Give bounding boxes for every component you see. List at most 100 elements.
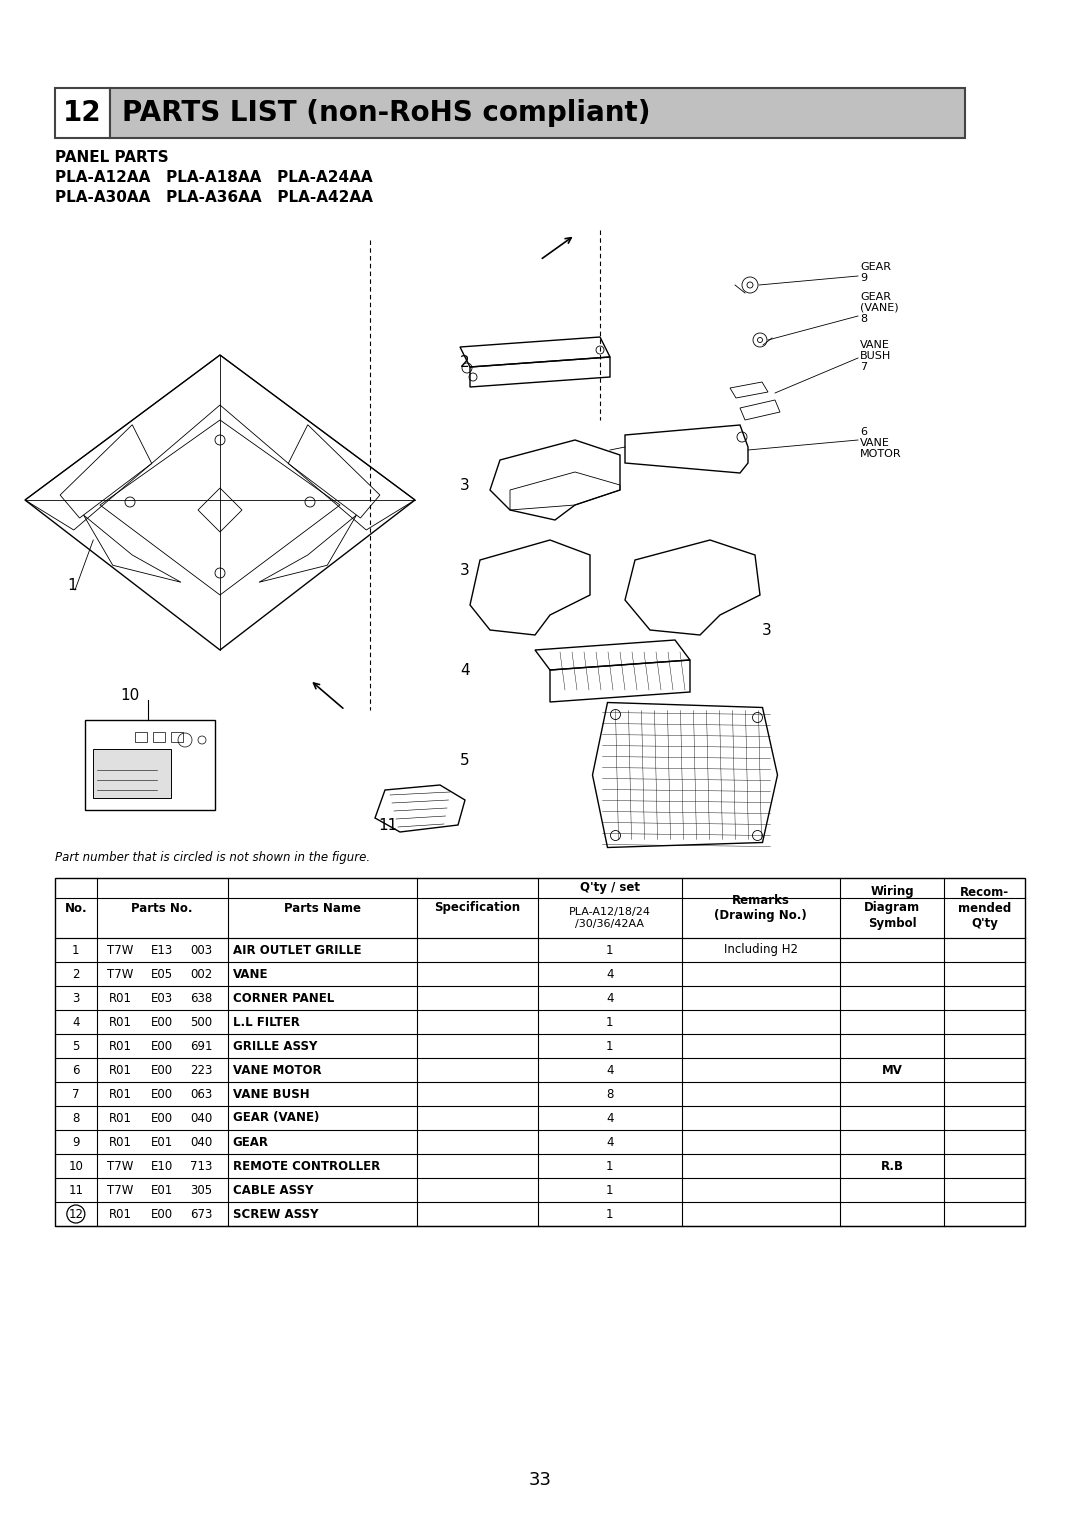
Bar — [85, 720, 215, 810]
Text: 4: 4 — [606, 992, 613, 1004]
Text: REMOTE CONTROLLER: REMOTE CONTROLLER — [232, 1159, 380, 1173]
Text: E00: E00 — [151, 1208, 173, 1220]
Text: Specification: Specification — [434, 902, 521, 914]
Text: 1: 1 — [606, 1208, 613, 1220]
Text: E01: E01 — [151, 1183, 173, 1197]
Text: MV: MV — [881, 1064, 903, 1076]
Text: 3: 3 — [460, 478, 470, 493]
Text: 4: 4 — [72, 1015, 80, 1029]
Bar — [171, 732, 183, 743]
Text: Parts No.: Parts No. — [132, 902, 193, 914]
Text: Parts Name: Parts Name — [284, 902, 361, 914]
Text: PLA-A30AA   PLA-A36AA   PLA-A42AA: PLA-A30AA PLA-A36AA PLA-A42AA — [55, 190, 373, 205]
Text: 002: 002 — [190, 968, 213, 980]
Text: PLA-A12AA   PLA-A18AA   PLA-A24AA: PLA-A12AA PLA-A18AA PLA-A24AA — [55, 170, 373, 185]
Text: R01: R01 — [109, 1087, 132, 1101]
Text: CORNER PANEL: CORNER PANEL — [232, 992, 334, 1004]
Text: 5: 5 — [460, 753, 470, 769]
Text: MOTOR: MOTOR — [860, 449, 902, 459]
Text: PLA-A12/18/24
/30/36/42AA: PLA-A12/18/24 /30/36/42AA — [569, 906, 651, 929]
Text: 9: 9 — [72, 1136, 80, 1148]
Text: E05: E05 — [151, 968, 173, 980]
Text: GRILLE ASSY: GRILLE ASSY — [232, 1040, 318, 1052]
Text: (VANE): (VANE) — [860, 303, 899, 312]
Text: L.L FILTER: L.L FILTER — [232, 1015, 299, 1029]
Text: Recom-
mended
Q'ty: Recom- mended Q'ty — [958, 885, 1011, 931]
Text: 5: 5 — [72, 1040, 80, 1052]
Text: VANE BUSH: VANE BUSH — [232, 1087, 309, 1101]
Text: 9: 9 — [860, 273, 867, 283]
Text: 4: 4 — [606, 1112, 613, 1124]
Text: 33: 33 — [528, 1471, 552, 1490]
Text: Remarks
(Drawing No.): Remarks (Drawing No.) — [714, 894, 807, 923]
Text: CABLE ASSY: CABLE ASSY — [232, 1183, 313, 1197]
Text: R.B: R.B — [880, 1159, 904, 1173]
Text: E01: E01 — [151, 1136, 173, 1148]
Text: 1: 1 — [67, 579, 77, 592]
Text: E00: E00 — [151, 1015, 173, 1029]
Text: AIR OUTLET GRILLE: AIR OUTLET GRILLE — [232, 943, 361, 957]
Text: 6: 6 — [860, 427, 867, 436]
Text: T7W: T7W — [107, 943, 134, 957]
Text: GEAR: GEAR — [860, 262, 891, 273]
Text: 4: 4 — [606, 968, 613, 980]
Text: 11: 11 — [378, 818, 397, 833]
Bar — [153, 732, 165, 743]
Text: 638: 638 — [190, 992, 213, 1004]
Text: 003: 003 — [190, 943, 213, 957]
Text: 4: 4 — [606, 1064, 613, 1076]
Text: 10: 10 — [68, 1159, 83, 1173]
Text: Q'ty / set: Q'ty / set — [580, 882, 639, 894]
Text: E03: E03 — [151, 992, 173, 1004]
Text: No.: No. — [65, 902, 87, 914]
Text: R01: R01 — [109, 1015, 132, 1029]
Text: PANEL PARTS: PANEL PARTS — [55, 150, 168, 165]
Text: GEAR (VANE): GEAR (VANE) — [232, 1112, 319, 1124]
Text: VANE: VANE — [860, 438, 890, 449]
Text: 1: 1 — [606, 1183, 613, 1197]
Text: VANE MOTOR: VANE MOTOR — [232, 1064, 321, 1076]
Text: E00: E00 — [151, 1064, 173, 1076]
Text: T7W: T7W — [107, 1159, 134, 1173]
Text: R01: R01 — [109, 992, 132, 1004]
Text: BUSH: BUSH — [860, 351, 891, 361]
Text: 7: 7 — [72, 1087, 80, 1101]
Text: 1: 1 — [606, 1015, 613, 1029]
Text: E10: E10 — [151, 1159, 173, 1173]
Text: 8: 8 — [860, 314, 867, 325]
Text: VANE: VANE — [860, 340, 890, 351]
Bar — [135, 732, 147, 743]
Text: 1: 1 — [606, 1159, 613, 1173]
Text: E13: E13 — [151, 943, 173, 957]
Text: 8: 8 — [72, 1112, 80, 1124]
Text: 1: 1 — [606, 1040, 613, 1052]
Text: R01: R01 — [109, 1040, 132, 1052]
Text: 4: 4 — [460, 663, 470, 678]
Text: 040: 040 — [190, 1112, 213, 1124]
Text: GEAR: GEAR — [232, 1136, 269, 1148]
Text: E00: E00 — [151, 1040, 173, 1052]
Text: 6: 6 — [72, 1064, 80, 1076]
Text: 4: 4 — [606, 1136, 613, 1148]
Text: 040: 040 — [190, 1136, 213, 1148]
Text: E00: E00 — [151, 1112, 173, 1124]
Text: E00: E00 — [151, 1087, 173, 1101]
Text: PARTS LIST (non-RoHS compliant): PARTS LIST (non-RoHS compliant) — [122, 100, 650, 127]
Text: GEAR: GEAR — [860, 292, 891, 302]
Text: SCREW ASSY: SCREW ASSY — [232, 1208, 319, 1220]
Text: 673: 673 — [190, 1208, 213, 1220]
Text: 7: 7 — [860, 361, 867, 372]
Text: R01: R01 — [109, 1112, 132, 1124]
Text: R01: R01 — [109, 1064, 132, 1076]
Text: 223: 223 — [190, 1064, 213, 1076]
Bar — [93, 749, 171, 798]
Text: Part number that is circled is not shown in the figure.: Part number that is circled is not shown… — [55, 851, 370, 865]
Text: 3: 3 — [762, 623, 772, 638]
Text: 11: 11 — [68, 1183, 83, 1197]
Bar — [110, 87, 966, 138]
Text: VANE: VANE — [232, 968, 268, 980]
Text: 12: 12 — [64, 100, 102, 127]
Text: R01: R01 — [109, 1136, 132, 1148]
Text: T7W: T7W — [107, 1183, 134, 1197]
Text: 691: 691 — [190, 1040, 213, 1052]
